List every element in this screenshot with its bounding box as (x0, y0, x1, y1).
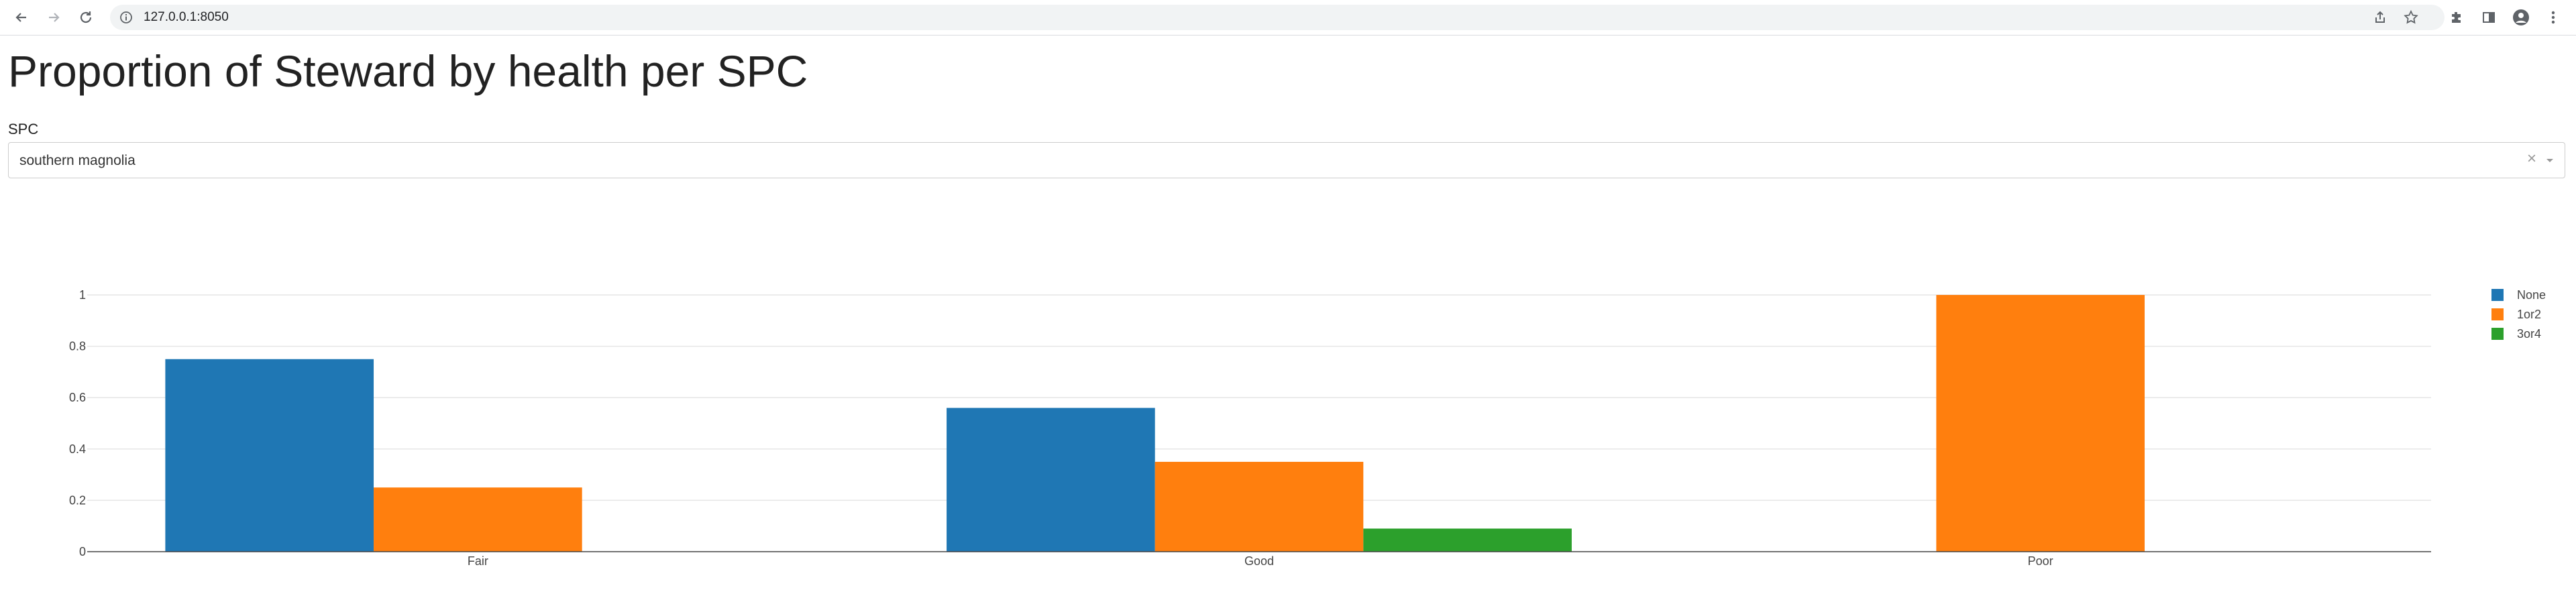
site-info-icon[interactable] (119, 11, 133, 27)
forward-arrow-icon (49, 13, 60, 22)
browser-menu-button[interactable] (2541, 5, 2565, 29)
browser-toolbar: 127.0.0.1:8050 (0, 0, 2576, 36)
bar-1or2-Good[interactable] (1155, 461, 1364, 552)
clear-icon[interactable]: × (2526, 149, 2536, 168)
legend-swatch-3or4[interactable] (2491, 328, 2504, 340)
y-tick-label: 1 (79, 288, 86, 302)
spc-dropdown[interactable]: southern magnolia × (8, 142, 2565, 178)
bar-3or4-Good[interactable] (1363, 528, 1572, 552)
y-axis-ticks: 0 0.2 0.4 0.6 0.8 1 (69, 288, 86, 558)
x-tick-label: Poor (2028, 554, 2053, 568)
chart-legend: None 1or2 3or4 (2491, 288, 2546, 341)
y-tick-label: 0.4 (69, 442, 86, 456)
back-button[interactable] (9, 5, 34, 29)
y-tick-label: 0 (79, 545, 86, 558)
forward-button[interactable] (42, 5, 66, 29)
chevron-down-icon[interactable] (2544, 152, 2555, 172)
bar-1or2-Poor[interactable] (1936, 295, 2145, 552)
url-text: 127.0.0.1:8050 (144, 10, 229, 24)
bookmark-star-icon[interactable] (2403, 9, 2419, 29)
reload-button[interactable] (74, 5, 98, 29)
bar-None-Fair[interactable] (165, 359, 374, 552)
avatar-icon (2513, 9, 2529, 25)
share-icon[interactable] (2372, 9, 2388, 29)
y-tick-label: 0.8 (69, 340, 86, 353)
x-axis-ticks: Fair Good Poor (468, 554, 2053, 568)
legend-label[interactable]: 1or2 (2517, 308, 2541, 321)
legend-swatch-None[interactable] (2491, 289, 2504, 301)
address-bar[interactable]: 127.0.0.1:8050 (110, 5, 2445, 30)
back-arrow-icon (15, 13, 26, 22)
legend-label[interactable]: 3or4 (2517, 327, 2541, 341)
chart-bars (165, 295, 2145, 552)
legend-label[interactable]: None (2517, 288, 2546, 302)
extensions-button[interactable] (2445, 5, 2469, 29)
legend-swatch-1or2[interactable] (2491, 308, 2504, 320)
profile-button[interactable] (2509, 5, 2533, 29)
side-panel-button[interactable] (2477, 5, 2501, 29)
x-tick-label: Good (1244, 554, 1274, 568)
bar-1or2-Fair[interactable] (374, 487, 582, 552)
reload-icon (80, 11, 92, 23)
dropdown-selected-value: southern magnolia (19, 153, 136, 168)
y-tick-label: 0.2 (69, 493, 86, 507)
page-title: Proportion of Steward by health per SPC (8, 46, 808, 96)
kebab-menu-icon (2551, 11, 2555, 24)
dropdown-label: SPC (8, 121, 39, 137)
y-tick-label: 0.6 (69, 391, 86, 404)
side-panel-icon (2483, 12, 2495, 23)
bar-None-Good[interactable] (947, 408, 1155, 552)
puzzle-icon (2452, 12, 2461, 23)
x-tick-label: Fair (468, 554, 488, 568)
